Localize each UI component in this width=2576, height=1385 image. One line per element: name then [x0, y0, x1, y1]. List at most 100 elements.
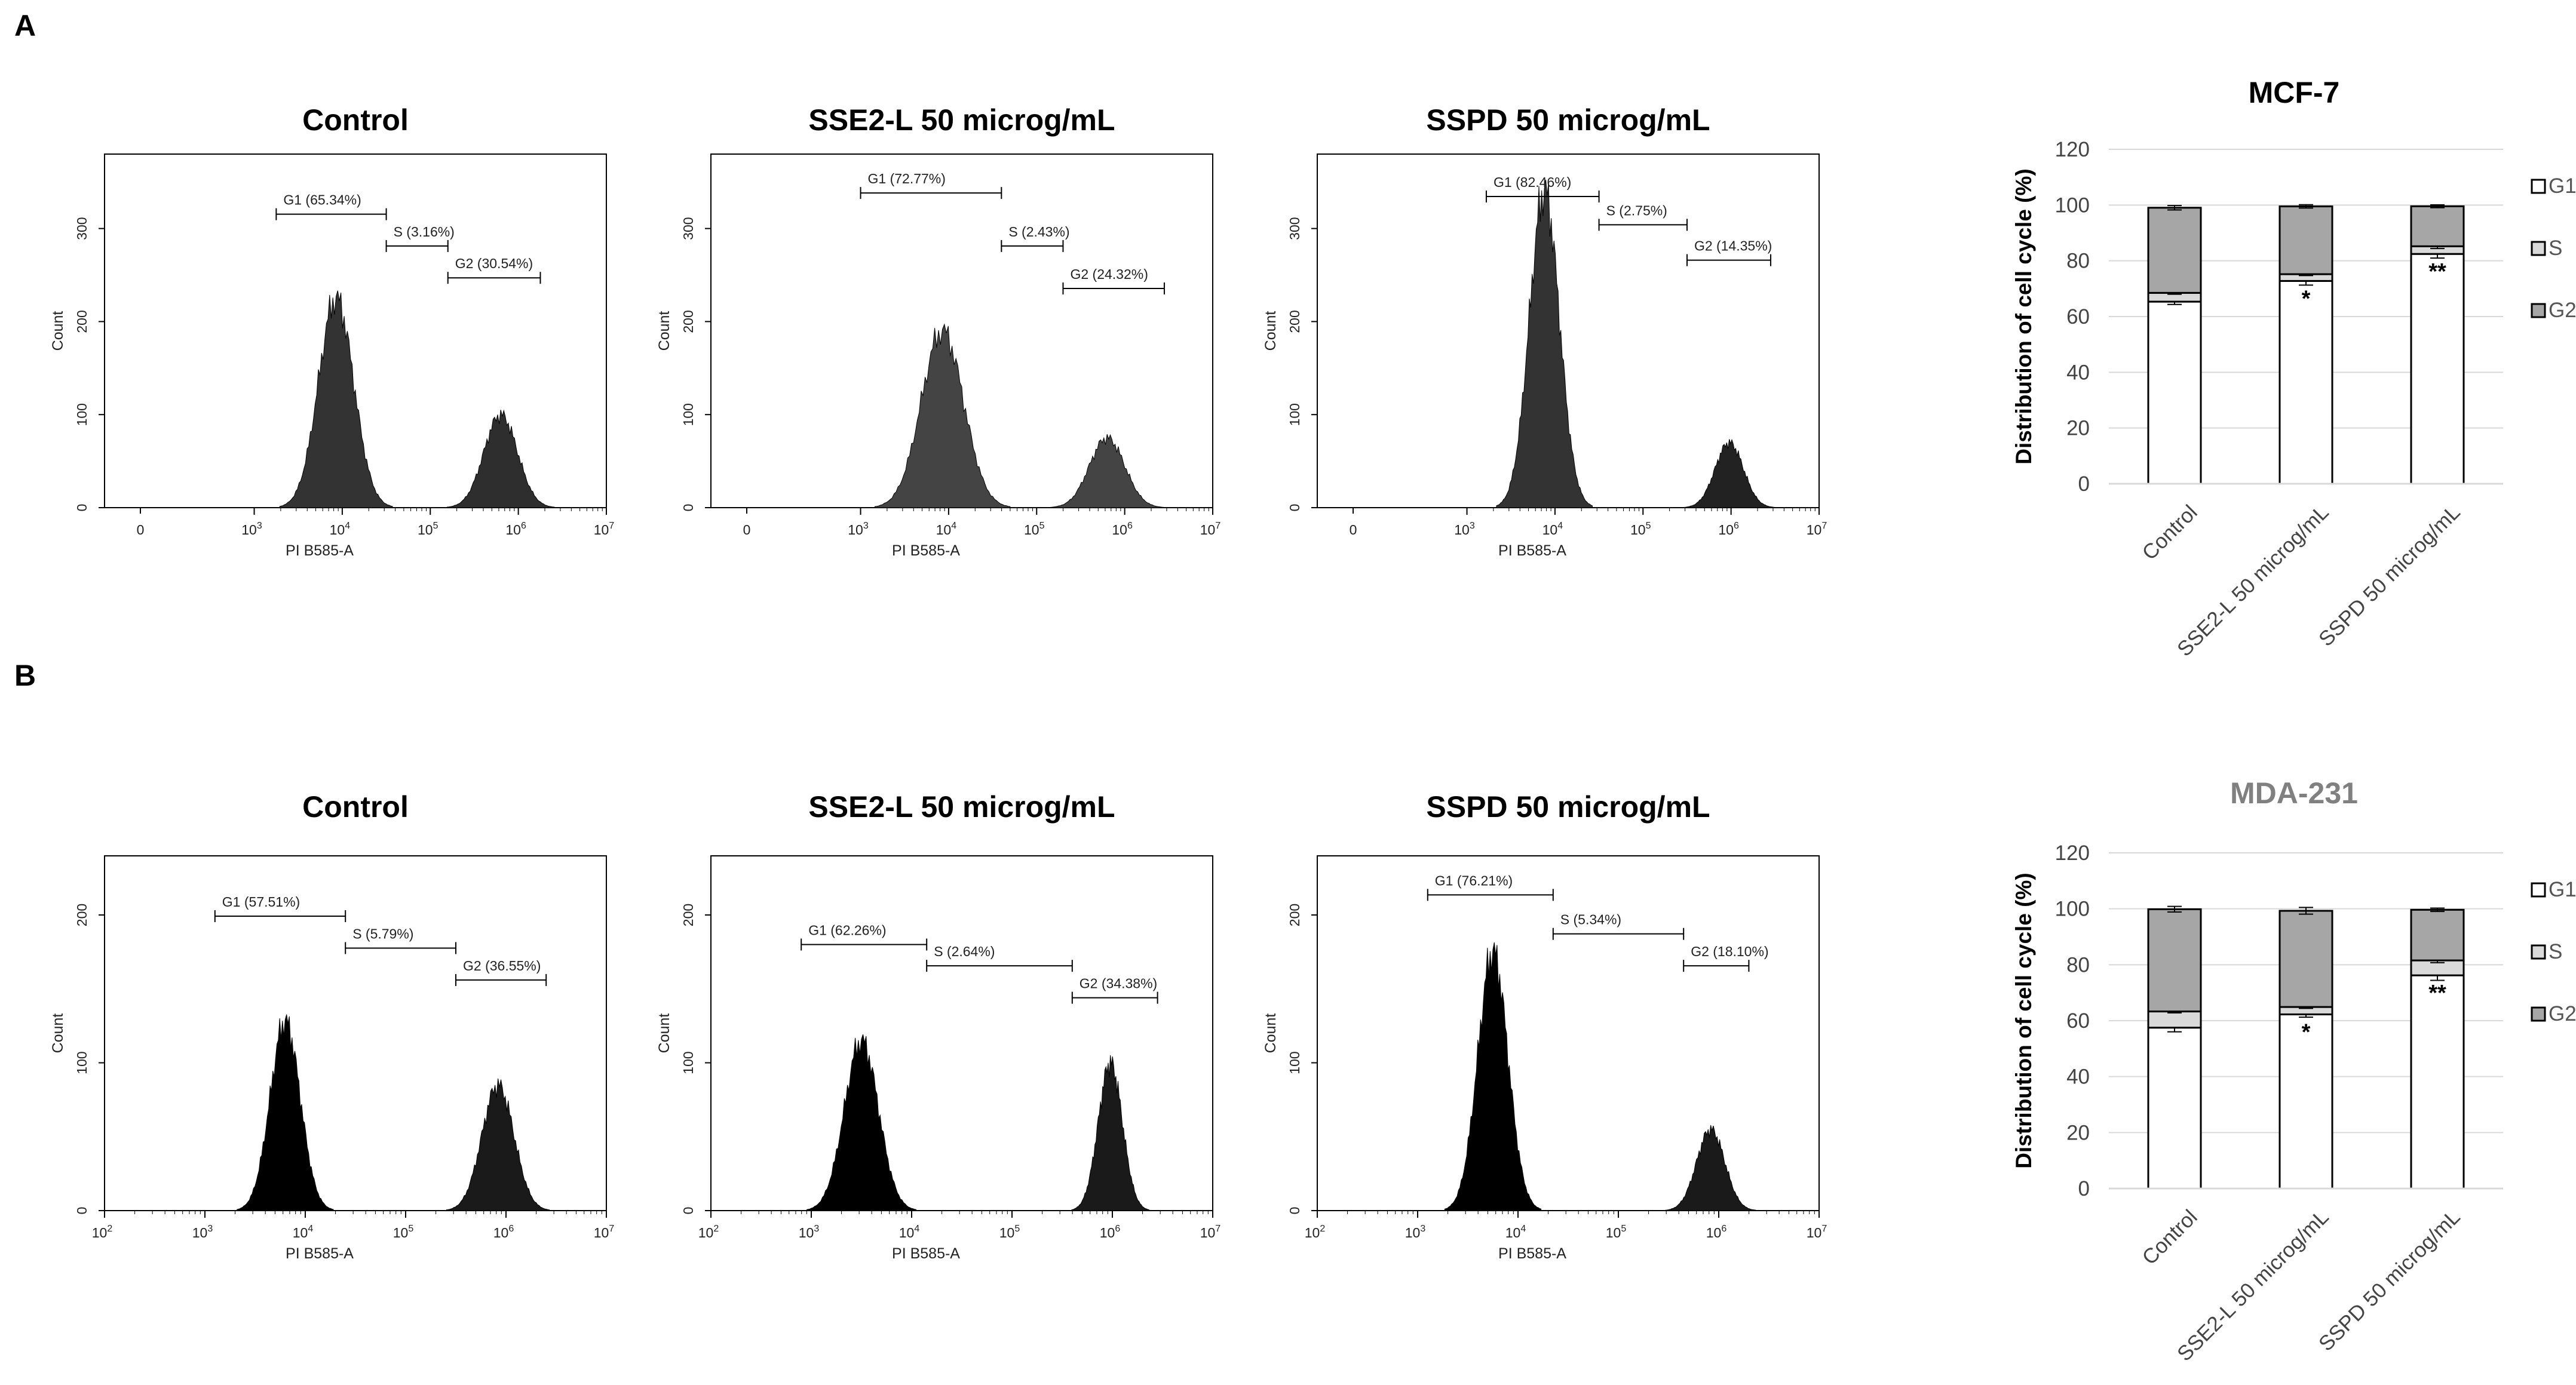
gate-g1: G1 (72.77%) — [860, 171, 1002, 199]
y-axis-label: Distribution of cell cycle (%) — [2011, 168, 2036, 464]
y-tick-label: 0 — [74, 1207, 90, 1215]
gate-s: S (5.34%) — [1552, 912, 1685, 940]
x-tick-label: 103 — [1405, 1224, 1426, 1240]
panel-letter-b: B — [14, 659, 36, 692]
x-tick-exponent: 6 — [1115, 1224, 1120, 1234]
x-tick-label: 107 — [1807, 1224, 1827, 1240]
legend-label: G1 — [2549, 174, 2576, 198]
gate-s: S (2.64%) — [926, 944, 1073, 972]
y-tick-label: 200 — [74, 310, 90, 333]
histogram-peak — [1050, 434, 1164, 508]
gate-s: S (2.43%) — [1001, 224, 1070, 252]
bar-segment-g2 — [2278, 205, 2333, 275]
x-tick-label: 107 — [1807, 521, 1827, 538]
gate-label: G1 (65.34%) — [283, 192, 361, 208]
histogram-a-1: Control 0 100 200 300 Count 0 103 104 105 106 107 PI… — [50, 103, 614, 559]
legend-swatch-g2 — [2531, 1006, 2546, 1022]
bar-segment-s — [2410, 959, 2465, 976]
x-tick-exponent: 5 — [433, 521, 438, 531]
y-tick-label: 300 — [74, 217, 90, 239]
histogram-peak — [279, 290, 393, 508]
x-tick-label: 102 — [698, 1224, 719, 1240]
x-tick-exponent: 2 — [1320, 1224, 1325, 1234]
gate-label: G1 (72.77%) — [868, 171, 946, 186]
gate-g1: G1 (57.51%) — [214, 894, 346, 922]
y-tick-label: 40 — [2066, 1065, 2090, 1089]
y-tick-label: 100 — [680, 1051, 696, 1074]
histogram-peak — [446, 1078, 550, 1211]
y-axis-label: Count — [50, 1014, 66, 1054]
x-tick-exponent: 5 — [1014, 1224, 1020, 1234]
x-tick-label: 105 — [418, 521, 438, 538]
x-tick-exponent: 4 — [914, 1224, 919, 1234]
histogram-a-2: SSE2-L 50 microg/mL 0 100 200 300 Count 0 103 10… — [656, 103, 1220, 559]
significance-marker: * — [2302, 1019, 2311, 1045]
bar-chart-title: MCF-7 — [2249, 76, 2340, 109]
y-tick-label: 20 — [2066, 1121, 2090, 1144]
x-tick-label: 107 — [594, 521, 615, 538]
gate-g1: G1 (82.46%) — [1485, 174, 1600, 203]
x-tick-label: 105 — [1606, 1224, 1627, 1240]
x-axis-label: PI B585-A — [286, 542, 354, 559]
x-axis-label: PI B585-A — [1498, 542, 1566, 559]
x-tick-label: 103 — [799, 1224, 820, 1240]
y-tick-label: 0 — [2078, 472, 2090, 496]
histogram-title: Control — [302, 790, 409, 824]
bar-segment-g1 — [2147, 1027, 2202, 1190]
x-tick-exponent: 2 — [713, 1224, 719, 1234]
plot-frame — [710, 855, 1213, 1211]
histogram-peak — [1444, 942, 1542, 1211]
y-axis-label: Distribution of cell cycle (%) — [2011, 873, 2036, 1168]
category-label: Control — [2138, 500, 2201, 564]
y-tick-label: 200 — [680, 904, 696, 926]
x-tick-exponent: 3 — [1420, 1224, 1425, 1234]
x-tick-label: 107 — [1200, 521, 1221, 538]
y-tick-label: 100 — [74, 1051, 90, 1074]
x-tick-exponent: 7 — [1821, 521, 1827, 531]
y-tick-label: 120 — [2055, 842, 2090, 865]
x-tick-exponent: 7 — [1215, 521, 1220, 531]
x-tick-label: 106 — [493, 1224, 514, 1240]
y-tick-label: 300 — [680, 217, 696, 239]
y-tick-label: 100 — [680, 403, 696, 426]
y-tick-label: 0 — [1287, 504, 1302, 512]
x-tick-exponent: 7 — [609, 521, 614, 531]
x-axis-label: PI B585-A — [892, 1245, 960, 1262]
x-tick-exponent: 6 — [508, 1224, 514, 1234]
x-tick-label: 104 — [1542, 521, 1563, 538]
category-label: Control — [2138, 1205, 2201, 1269]
x-tick-label: 105 — [1024, 521, 1045, 538]
x-axis-label: PI B585-A — [1498, 1245, 1566, 1262]
gate-g1: G1 (62.26%) — [801, 923, 928, 951]
y-tick-label: 0 — [1287, 1207, 1302, 1215]
x-tick-label: 106 — [1112, 521, 1133, 538]
histogram-peak — [1683, 438, 1775, 508]
legend-swatch-s — [2531, 241, 2546, 256]
bar-segment-g2 — [2410, 908, 2465, 962]
gate-g2: G2 (36.55%) — [455, 958, 547, 986]
histogram-peak — [806, 1034, 916, 1211]
x-tick-label: 0 — [137, 522, 145, 538]
x-tick-label: 106 — [1706, 1224, 1727, 1240]
legend-swatch-s — [2531, 944, 2546, 960]
x-tick-exponent: 4 — [308, 1224, 313, 1234]
x-tick-label: 104 — [899, 1224, 920, 1240]
gate-label: G2 (36.55%) — [463, 958, 541, 974]
x-tick-label: 104 — [1505, 1224, 1526, 1240]
x-tick-exponent: 2 — [107, 1224, 112, 1234]
bar-segment-g1 — [2410, 974, 2465, 1190]
x-tick-label: 105 — [999, 1224, 1020, 1240]
histogram-peak — [874, 323, 1011, 508]
gate-g1: G1 (65.34%) — [275, 192, 387, 220]
x-tick-exponent: 6 — [521, 521, 526, 531]
y-axis-label: Count — [1262, 311, 1279, 351]
gate-label: G1 (82.46%) — [1494, 174, 1571, 190]
x-tick-label: 103 — [241, 521, 262, 538]
x-tick-exponent: 4 — [1557, 521, 1563, 531]
x-tick-label: 105 — [393, 1224, 414, 1240]
bar-stack-1 — [2147, 905, 2202, 1190]
y-axis-label: Count — [656, 311, 673, 351]
gate-label: S (5.34%) — [1560, 912, 1621, 928]
gate-s: S (5.79%) — [345, 926, 456, 954]
